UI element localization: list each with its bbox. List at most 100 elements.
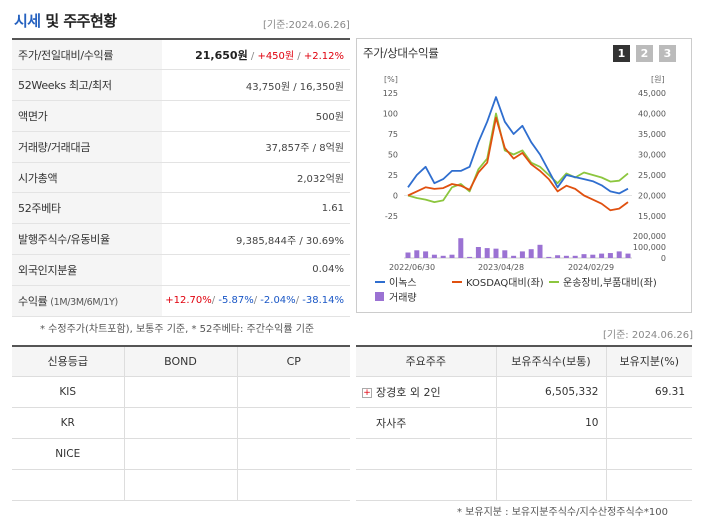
right-tick-label: 15,000 <box>638 212 666 221</box>
credit-row <box>12 469 350 501</box>
chart-page-2-button[interactable]: 2 <box>636 45 653 62</box>
right-tick-label: 40,000 <box>638 110 666 119</box>
holder-name[interactable]: 장경호 외 2인 <box>376 385 441 399</box>
chart-title: 주가/상대수익률 <box>363 46 439 60</box>
price-row-label: 52Weeks 최고/최저 <box>12 69 162 102</box>
credit-header: 신용등급 <box>12 346 124 377</box>
value-part: 9,385,844주 / 30.69% <box>236 235 344 247</box>
left-tick-label: 100 <box>383 110 398 119</box>
standard-date: [기준:2024.06.26] <box>263 20 350 31</box>
holder-pct <box>605 438 692 470</box>
holder-name-cell <box>356 469 496 501</box>
price-row: 52Weeks 최고/최저 43,750원 / 16,350원 <box>12 69 350 102</box>
value-part: / <box>295 295 303 307</box>
price-row-value: 500원 <box>162 100 350 132</box>
value-part: -5.87% <box>218 295 254 307</box>
legend-label: 운송장비,부품대비(좌) <box>563 277 657 289</box>
label-text: 외국인지분율 <box>18 263 77 277</box>
price-row: 수익률 (1M/3M/6M/1Y) +12.70%/ -5.87%/ -2.04%… <box>12 285 350 317</box>
volume-bar <box>599 253 605 258</box>
value-part: 500원 <box>315 112 344 124</box>
volume-bar <box>590 254 596 258</box>
credit-cell <box>236 469 350 501</box>
major-holders-table: 주요주주 보유주식수(보통) 보유지분(%) + 장경호 외 2인 6,505,332 6… <box>356 345 692 501</box>
label-text: 시가총액 <box>18 171 58 185</box>
credit-cell <box>12 469 124 501</box>
right-tick-label: 20,000 <box>638 192 666 201</box>
holder-name: 자사주 <box>376 416 407 430</box>
volume-bar <box>625 253 631 258</box>
value-part: 2,032억원 <box>296 174 344 186</box>
x-tick-label: 2024/02/29 <box>568 263 614 272</box>
volume-bar <box>475 247 481 258</box>
volume-bar <box>458 238 464 258</box>
volume-bar <box>431 254 437 258</box>
value-part: +2.12% <box>303 50 344 62</box>
value-part: 0.04% <box>312 264 344 276</box>
credit-cell: KR <box>12 407 124 439</box>
holder-row <box>356 438 692 470</box>
x-tick-label: 2023/04/28 <box>478 263 524 272</box>
left-tick-label: 75 <box>388 130 398 139</box>
volume-bar <box>484 248 490 258</box>
right-axis-unit: [원] <box>651 75 665 84</box>
credit-cell: NICE <box>12 438 124 470</box>
value-part: 37,857주 / 8억원 <box>265 143 344 155</box>
series-line-1 <box>407 116 629 212</box>
value-part: -2.04% <box>260 295 296 307</box>
holder-pct <box>605 469 692 501</box>
price-row-value: 1.61 <box>162 192 350 225</box>
holders-header: 보유지분(%) <box>605 346 692 377</box>
chart-page-1-button[interactable]: 1 <box>613 45 630 62</box>
credit-row: NICE <box>12 438 350 470</box>
left-tick-label: -25 <box>385 212 398 221</box>
left-axis-unit: [%] <box>384 75 398 84</box>
holders-header: 주요주주 <box>356 346 496 377</box>
price-row: 52주베타 1.61 <box>12 192 350 225</box>
price-row-value: 2,032억원 <box>162 162 350 194</box>
right-tick-label: 45,000 <box>638 89 666 98</box>
holders-note: * 보유지분 : 보유지분주식수/지수산정주식수*100 <box>457 507 668 518</box>
price-chart-panel: 주가/상대수익률 1 2 3 [%] [원] 125 100 75 50 25 0 -25 45,… <box>356 38 692 313</box>
value-part: 43,750원 / 16,350원 <box>245 81 344 93</box>
price-chart: [%] [원] 125 100 75 50 25 0 -25 45,000 40,000 35,000… <box>375 75 666 304</box>
volume-bar <box>581 254 587 258</box>
volume-bar <box>449 254 455 258</box>
left-tick-label: 25 <box>388 171 398 180</box>
credit-cell <box>123 469 237 501</box>
holders-header: 보유주식수(보통) <box>495 346 606 377</box>
holder-shares <box>495 438 606 470</box>
holder-row: + 장경호 외 2인 6,505,332 69.31 <box>356 376 692 408</box>
volume-bar <box>467 256 473 258</box>
value-part: 1.61 <box>321 202 344 214</box>
price-note: * 수정주가(차트포함), 보통주 기준, * 52주베타: 주간수익률 기준 <box>40 324 315 335</box>
price-row-label: 액면가 <box>12 100 162 132</box>
legend-label: 이녹스 <box>389 277 417 289</box>
price-table: 주가/전일대비/수익률 21,650원 / +450원 / +2.12% 52Wee… <box>12 38 350 317</box>
credit-header: CP <box>236 346 350 377</box>
value-part: / <box>247 50 258 62</box>
volume-bar <box>563 255 569 258</box>
value-part: +450원 <box>257 50 295 62</box>
credit-cell <box>123 407 237 439</box>
holder-shares <box>495 469 606 501</box>
credit-cell <box>236 376 350 408</box>
label-text: 거래량/거래대금 <box>18 140 91 154</box>
label-text: 주가/전일대비/수익률 <box>18 48 114 62</box>
credit-cell <box>236 407 350 439</box>
price-row-value: +12.70%/ -5.87%/ -2.04%/ -38.14% <box>162 285 350 317</box>
volume-tick-label: 100,000 <box>633 243 666 252</box>
holder-pct <box>605 407 692 439</box>
value-part: / <box>294 50 304 62</box>
holder-row <box>356 469 692 501</box>
credit-row: KR <box>12 407 350 439</box>
x-tick-label: 2022/06/30 <box>389 263 435 272</box>
section-title: 시세 및 주주현황 <box>14 10 117 31</box>
volume-bar <box>511 255 517 258</box>
chart-page-3-button[interactable]: 3 <box>659 45 676 62</box>
expand-icon[interactable]: + <box>362 387 372 398</box>
price-row: 외국인지분율 0.04% <box>12 254 350 286</box>
left-tick-label: 0 <box>393 192 398 201</box>
price-row-label: 시가총액 <box>12 162 162 194</box>
label-text: 발행주식수/유동비율 <box>18 233 110 247</box>
